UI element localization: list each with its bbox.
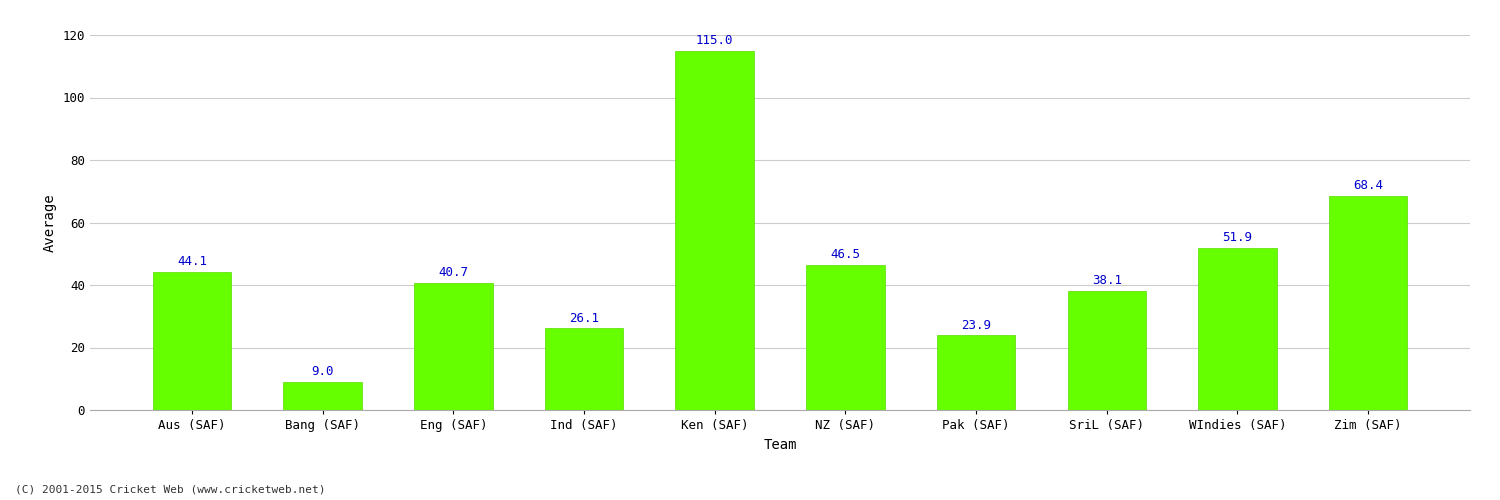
- Text: 26.1: 26.1: [568, 312, 598, 324]
- Text: 23.9: 23.9: [962, 318, 992, 332]
- Bar: [806, 264, 885, 410]
- Text: 38.1: 38.1: [1092, 274, 1122, 287]
- Text: 40.7: 40.7: [438, 266, 468, 279]
- Bar: [284, 382, 362, 410]
- Bar: [544, 328, 622, 410]
- Text: 9.0: 9.0: [312, 365, 334, 378]
- Text: 115.0: 115.0: [696, 34, 734, 47]
- Bar: [414, 283, 492, 410]
- Text: 51.9: 51.9: [1222, 231, 1252, 244]
- Bar: [1329, 196, 1407, 410]
- Text: (C) 2001-2015 Cricket Web (www.cricketweb.net): (C) 2001-2015 Cricket Web (www.cricketwe…: [15, 485, 326, 495]
- Y-axis label: Average: Average: [44, 193, 57, 252]
- Text: 68.4: 68.4: [1353, 180, 1383, 192]
- Bar: [153, 272, 231, 410]
- Bar: [675, 50, 754, 410]
- Text: 46.5: 46.5: [831, 248, 861, 261]
- Text: 44.1: 44.1: [177, 256, 207, 268]
- Bar: [938, 336, 1016, 410]
- X-axis label: Team: Team: [764, 438, 796, 452]
- Bar: [1068, 291, 1146, 410]
- Bar: [1198, 248, 1276, 410]
